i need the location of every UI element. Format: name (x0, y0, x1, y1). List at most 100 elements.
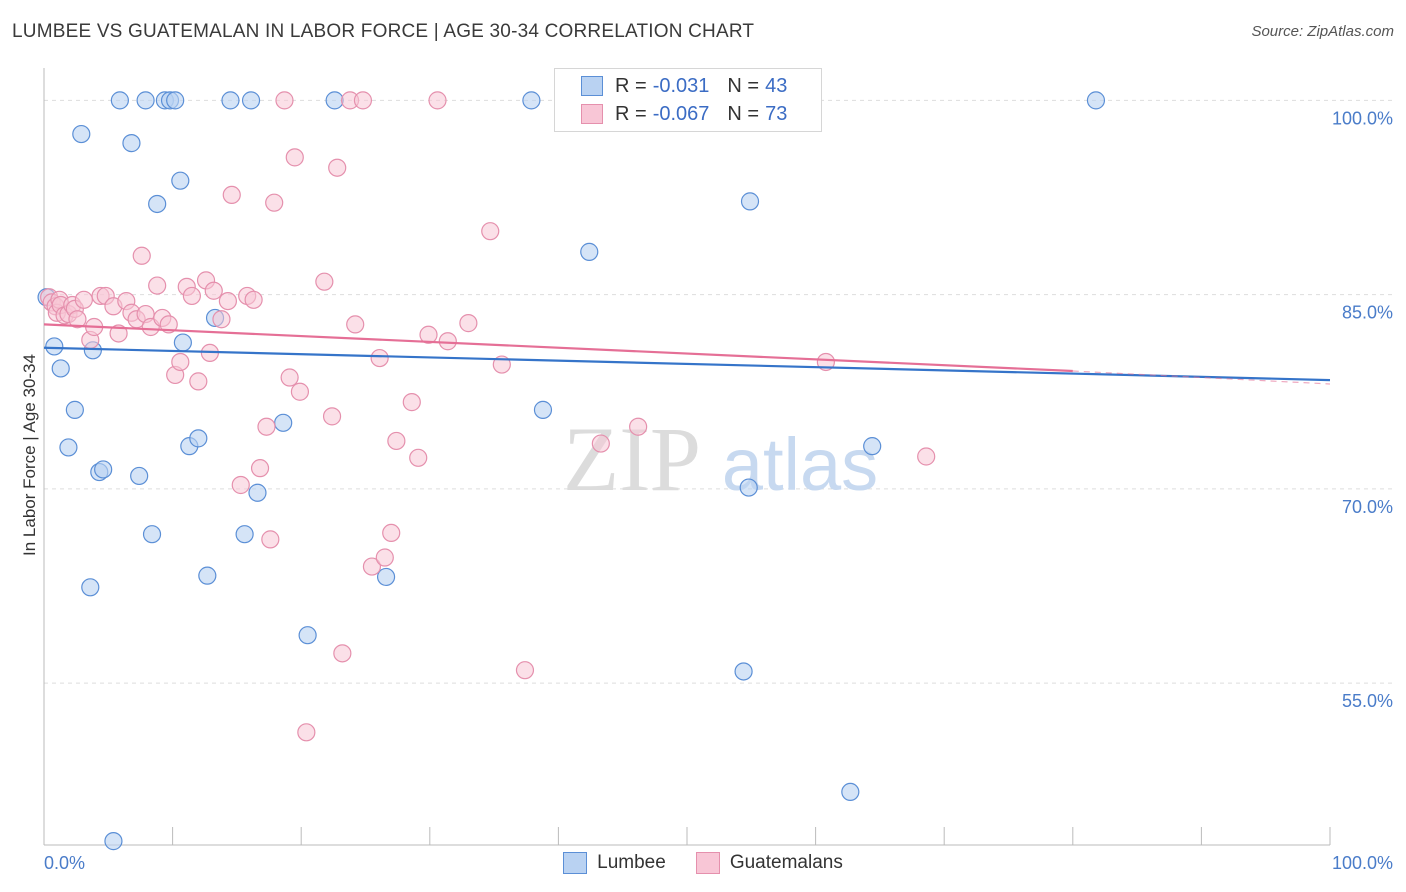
lumbee-point (274, 413, 293, 432)
guatemalan-trend-line (43, 323, 1073, 373)
n-label: N = (727, 102, 760, 125)
lumbee-point (522, 91, 541, 110)
lumbee-point (198, 566, 217, 585)
guatemalan-point (459, 314, 478, 333)
lumbee-point (142, 525, 162, 544)
guatemalan-point (182, 286, 201, 306)
guatemalan-point (917, 447, 936, 466)
trend-lines (43, 323, 1331, 385)
lumbee-point (122, 134, 141, 153)
lumbee-point (841, 782, 860, 802)
guatemalan-point (159, 315, 178, 334)
guatemalan-point (409, 448, 428, 467)
lumbee-points (37, 91, 1106, 851)
guatemalan-point (591, 434, 610, 453)
lumbee-point (298, 626, 317, 645)
guatemalan-point (382, 523, 401, 543)
legend-row-lumbee: R = -0.031 N = 43 (581, 74, 787, 98)
lumbee-point (171, 171, 190, 190)
guatemalan-point (280, 368, 299, 387)
guatemalan-point (171, 352, 190, 372)
guatemalan-point (222, 185, 241, 205)
legend-label-guatemalans: Guatemalans (729, 852, 843, 873)
n-value: 73 (765, 102, 788, 125)
lumbee-point (740, 192, 760, 211)
lumbee-point (1086, 91, 1106, 110)
guatemalan-point (74, 290, 93, 309)
lumbee-trend-line (43, 346, 1331, 382)
guatemalan-point (481, 222, 500, 241)
lumbee-point (59, 438, 78, 457)
guatemalan-point (250, 459, 270, 478)
legend-label-lumbee: Lumbee (597, 852, 666, 873)
guatemalan-point (402, 393, 421, 412)
lumbee-point (65, 400, 84, 419)
guatemalan-point (231, 475, 250, 495)
y-tick-label: 100.0% (1332, 108, 1393, 128)
x-tick-label: 0.0% (44, 853, 85, 873)
lumbee-point (104, 832, 123, 851)
lumbee-swatch (563, 852, 588, 874)
lumbee-point (739, 478, 758, 497)
lumbee-point (45, 337, 64, 356)
guatemalan-point (290, 382, 310, 401)
series-legend: Lumbee Guatemalans (0, 852, 1406, 874)
watermark: ZIP atlas (563, 408, 878, 510)
guatemalan-point (629, 417, 648, 436)
r-label: R = (615, 74, 647, 97)
guatemalan-point (315, 272, 334, 291)
guatemalan-point (419, 325, 438, 344)
lumbee-point (376, 567, 396, 587)
guatemalan-point (244, 290, 263, 309)
lumbee-point (241, 91, 261, 110)
source-label: Source: ZipAtlas.com (1251, 23, 1394, 40)
guatemalan-point (370, 348, 389, 368)
lumbee-point (235, 525, 254, 544)
legend-row-guatemalans: R = -0.067 N = 73 (581, 102, 787, 126)
lumbee-point (136, 91, 155, 110)
tick-labels: 100.0% 85.0% 70.0% 55.0% 0.0% 100.0% (44, 108, 1393, 873)
guatemalan-point (68, 310, 87, 329)
lumbee-swatch (581, 76, 603, 96)
lumbee-point (130, 466, 149, 486)
guatemalan-point (322, 407, 342, 426)
guatemalan-swatch (581, 104, 603, 124)
guatemalan-point (148, 276, 167, 295)
lumbee-point (189, 429, 208, 448)
legend-item-lumbee: Lumbee (563, 852, 666, 874)
guatemalan-points (40, 91, 936, 742)
n-label: N = (727, 74, 760, 97)
guatemalan-point (346, 315, 365, 334)
lumbee-point (72, 124, 91, 144)
guatemalan-point (132, 246, 151, 265)
y-tick-label: 70.0% (1342, 497, 1393, 517)
guatemalan-point (109, 324, 128, 343)
lumbee-point (51, 359, 70, 378)
guatemalan-point (285, 148, 304, 167)
guatemalan-point (328, 158, 347, 177)
r-value: -0.031 (652, 74, 710, 97)
y-tick-label: 55.0% (1342, 691, 1393, 711)
guatemalan-point (189, 372, 208, 391)
r-value: -0.067 (652, 102, 710, 125)
lumbee-point (580, 242, 599, 261)
lumbee-point (863, 437, 882, 456)
chart-title: LUMBEE VS GUATEMALAN IN LABOR FORCE | AG… (12, 21, 755, 42)
legend-item-guatemalans: Guatemalans (695, 852, 843, 874)
guatemalan-point (257, 417, 276, 436)
lumbee-point (110, 91, 129, 110)
x-tick-label: 100.0% (1332, 853, 1393, 873)
guatemalan-swatch (695, 852, 720, 874)
gridlines (44, 99, 1392, 684)
n-value: 43 (765, 74, 788, 97)
guatemalan-point (428, 91, 447, 110)
lumbee-point (166, 91, 185, 110)
guatemalan-point (515, 661, 535, 680)
guatemalan-point (362, 557, 382, 576)
guatemalan-point (438, 332, 457, 351)
r-label: R = (615, 102, 647, 125)
lumbee-point (325, 91, 344, 110)
lumbee-point (173, 333, 192, 352)
guatemalan-trend-extension (1072, 370, 1331, 385)
